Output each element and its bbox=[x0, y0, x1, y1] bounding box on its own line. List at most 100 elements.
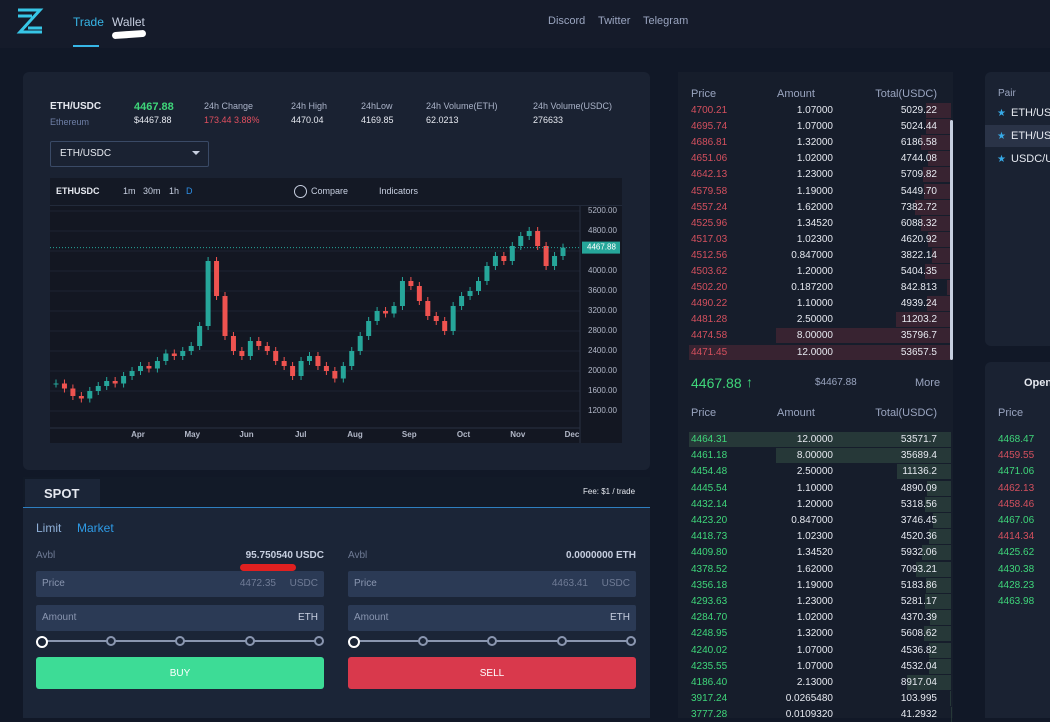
candle bbox=[366, 321, 371, 336]
candle bbox=[172, 354, 177, 357]
book-total: 5318.56 bbox=[800, 500, 937, 510]
nav-link[interactable]: Trade bbox=[73, 16, 104, 28]
candle bbox=[307, 356, 312, 361]
depth-bar bbox=[950, 691, 951, 706]
candle bbox=[282, 361, 287, 366]
candle bbox=[180, 351, 185, 356]
order-price: 4425.62 bbox=[998, 548, 1034, 558]
y-tick-label: 4800.00 bbox=[588, 226, 617, 235]
spot-tabbar bbox=[23, 477, 650, 508]
nav-link[interactable]: Telegram bbox=[643, 16, 688, 27]
slider-dot[interactable] bbox=[245, 636, 255, 646]
x-tick-label: May bbox=[184, 430, 200, 439]
candle bbox=[459, 296, 464, 306]
scrollbar bbox=[950, 120, 953, 360]
slider-dot[interactable] bbox=[106, 636, 116, 646]
candle bbox=[315, 356, 320, 366]
slider-dot[interactable] bbox=[175, 636, 185, 646]
candle bbox=[163, 354, 168, 362]
slider-dot[interactable] bbox=[36, 636, 48, 648]
pair-name: Ethereum bbox=[50, 118, 89, 127]
y-tick-label: 5200.00 bbox=[588, 206, 617, 215]
more-link[interactable]: More bbox=[915, 378, 940, 389]
book-total: 5024.44 bbox=[800, 122, 937, 132]
book-total: 53657.5 bbox=[800, 348, 937, 358]
nav-link[interactable]: Wallet bbox=[112, 16, 145, 28]
book-total: 4532.04 bbox=[800, 662, 937, 672]
mode[interactable]: Limit bbox=[36, 522, 61, 534]
pair-item[interactable]: ETH/USDC bbox=[1011, 108, 1050, 119]
candle bbox=[451, 306, 456, 331]
y-tick-label: 2400.00 bbox=[588, 346, 617, 355]
x-tick-label: Sep bbox=[402, 430, 417, 439]
book-total: 7382.72 bbox=[800, 203, 937, 213]
candle bbox=[510, 246, 515, 261]
book-total: 4744.08 bbox=[800, 154, 937, 164]
candle bbox=[349, 351, 354, 366]
input-unit: ETH bbox=[348, 613, 630, 623]
star: ★ bbox=[997, 109, 1006, 119]
star: ★ bbox=[997, 132, 1006, 142]
pair-item[interactable]: USDC/USDT bbox=[1011, 154, 1050, 165]
slider-dot[interactable] bbox=[557, 636, 567, 646]
stat-value: 276633 bbox=[533, 116, 563, 125]
pairs-title: Pair bbox=[998, 89, 1016, 99]
candle bbox=[561, 248, 566, 256]
interval[interactable]: D bbox=[186, 187, 193, 196]
mode[interactable]: Market bbox=[77, 522, 114, 534]
interval[interactable]: 30m bbox=[143, 187, 161, 196]
book-total: 41.2932 bbox=[800, 710, 937, 720]
book-total: 53571.7 bbox=[800, 435, 937, 445]
order-price: 4430.38 bbox=[998, 565, 1034, 575]
mid-usd: $4467.88 bbox=[815, 378, 857, 388]
fee: Fee: $1 / trade bbox=[583, 488, 635, 496]
orders-title: Open Orders bbox=[1024, 378, 1050, 389]
candle bbox=[332, 371, 337, 379]
stat-label: 24hLow bbox=[361, 102, 393, 111]
logo[interactable] bbox=[14, 6, 46, 38]
button-label[interactable]: SELL bbox=[348, 669, 636, 679]
candle bbox=[62, 384, 67, 389]
candle bbox=[468, 291, 473, 296]
candle bbox=[358, 336, 363, 351]
last-price-label: 4467.88 bbox=[587, 243, 616, 252]
nav-link[interactable]: Twitter bbox=[598, 16, 630, 27]
slider-dot[interactable] bbox=[348, 636, 360, 648]
interval[interactable]: 1h bbox=[169, 187, 179, 196]
candle bbox=[417, 286, 422, 301]
slider-dot[interactable] bbox=[418, 636, 428, 646]
input-unit: USDC bbox=[36, 579, 318, 589]
x-tick-label: Nov bbox=[510, 430, 526, 439]
interval[interactable]: 1m bbox=[123, 187, 136, 196]
candle bbox=[400, 281, 405, 306]
compare[interactable]: Compare bbox=[311, 187, 348, 196]
book-total: 842.813 bbox=[800, 283, 937, 293]
indicators[interactable]: Indicators bbox=[379, 187, 418, 196]
mid-price: 4467.88 bbox=[691, 376, 742, 390]
book-total: 4620.92 bbox=[800, 235, 937, 245]
button-label[interactable]: BUY bbox=[36, 669, 324, 679]
caret bbox=[192, 151, 200, 159]
book-total: 3822.14 bbox=[800, 251, 937, 261]
slider-dot[interactable] bbox=[487, 636, 497, 646]
candle bbox=[383, 311, 388, 314]
book-total: 5932.06 bbox=[800, 548, 937, 558]
slider-dot[interactable] bbox=[626, 636, 636, 646]
book-total: 5404.35 bbox=[800, 267, 937, 277]
candle bbox=[425, 301, 430, 316]
candle bbox=[476, 281, 481, 291]
tab-label[interactable]: SPOT bbox=[44, 487, 79, 500]
y-tick-label: 1600.00 bbox=[588, 386, 617, 395]
slider-dot[interactable] bbox=[314, 636, 324, 646]
mid-arrow: ↑ bbox=[746, 375, 753, 389]
candle bbox=[375, 311, 380, 321]
pair-item[interactable]: ETH/USDC bbox=[1011, 131, 1050, 142]
x-tick-label: Jun bbox=[239, 430, 253, 439]
book-total: 4370.39 bbox=[800, 613, 937, 623]
icon bbox=[294, 185, 307, 198]
order-price: 4462.13 bbox=[998, 484, 1034, 494]
nav-link[interactable]: Discord bbox=[548, 16, 585, 27]
candle bbox=[535, 231, 540, 246]
candle bbox=[290, 366, 295, 376]
x-tick-label: Aug bbox=[347, 430, 363, 439]
